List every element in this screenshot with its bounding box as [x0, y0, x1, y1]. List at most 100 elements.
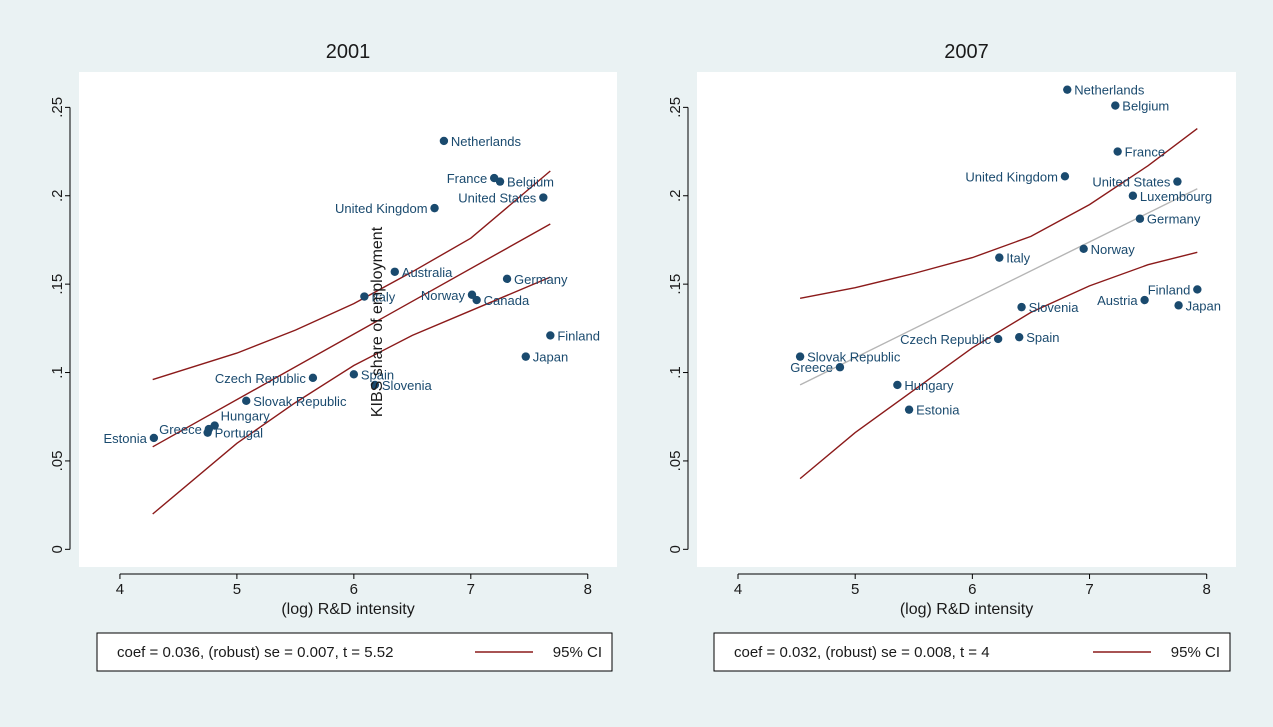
plot-area: [697, 72, 1236, 567]
x-tick-label: 6: [350, 581, 358, 598]
data-point: [1111, 101, 1120, 110]
x-tick-label: 7: [1085, 581, 1093, 598]
data-point: [390, 267, 399, 276]
data-point: [1140, 295, 1149, 305]
data-point: [349, 370, 359, 379]
legend-ci-label: 95% CI: [553, 644, 602, 661]
point-label: Japan: [533, 350, 568, 365]
point-label: Australia: [402, 265, 453, 280]
y-tick-label: .2: [667, 189, 684, 202]
y-tick-label: 0: [49, 545, 66, 553]
legend-ci-label: 95% CI: [1171, 644, 1220, 661]
data-point: [439, 136, 449, 146]
point-label: Spain: [1026, 330, 1059, 345]
legend-stat: coef = 0.036, (robust) se = 0.007, t = 5…: [117, 644, 393, 661]
ci-upper-line: [799, 128, 1198, 299]
point-label: Belgium: [1122, 99, 1169, 114]
point-label: Slovenia: [1029, 300, 1080, 315]
point-label: Canada: [484, 293, 530, 308]
point-label: United States: [458, 191, 537, 206]
data-point: [1015, 332, 1024, 342]
y-tick-label: .05: [667, 450, 684, 471]
data-point: [893, 380, 902, 390]
y-tick-label: 0: [667, 545, 684, 553]
point-label: Portugal: [215, 426, 264, 441]
data-point: [904, 405, 914, 414]
point-label: Finland: [1148, 282, 1191, 297]
plot-area: [79, 72, 617, 567]
fit-line: [799, 188, 1198, 386]
y-tick-label: .25: [49, 97, 66, 118]
data-point: [1128, 191, 1138, 200]
data-point: [360, 292, 369, 301]
point-label: Belgium: [507, 175, 554, 190]
x-tick-label: 5: [233, 581, 241, 598]
data-point: [1135, 214, 1145, 223]
data-point: [795, 352, 805, 361]
fit-line: [152, 223, 551, 448]
data-point: [1113, 147, 1122, 156]
data-point: [242, 396, 251, 406]
data-point: [1193, 285, 1202, 294]
y-tick-label: .05: [49, 450, 66, 471]
point-label: Japan: [1186, 298, 1221, 313]
data-point: [370, 380, 380, 390]
point-label: Finland: [557, 328, 600, 343]
point-label: Norway: [421, 288, 466, 303]
point-label: France: [447, 171, 487, 186]
point-label: United Kingdom: [335, 201, 428, 216]
point-label: Germany: [514, 272, 568, 287]
x-tick-label: 6: [968, 581, 976, 598]
panel-2007: 2007 0 .05 .1 .15 .2 .25 4 5 6 7 8 (log) R&D intensi…: [667, 41, 1236, 672]
data-point: [308, 373, 318, 383]
point-label: Italy: [1006, 251, 1030, 266]
data-point: [995, 253, 1004, 262]
point-label: United States: [1092, 175, 1171, 190]
x-axis-title: (log) R&D intensity: [281, 601, 414, 618]
point-label: Norway: [1091, 242, 1136, 257]
panel-title: 2001: [326, 41, 371, 63]
point-label: Estonia: [916, 403, 960, 418]
y-axis-title-overlay: KIBS share of employment: [369, 226, 386, 417]
point-label: Slovak Republic: [253, 394, 347, 409]
point-label: Germany: [1147, 212, 1201, 227]
point-label: Netherlands: [451, 134, 522, 149]
panel-2001: 2001 0 .05 .1 .15 .2 .25 4 5 6 7 8 (log) R&D intensi…: [49, 41, 617, 672]
point-label: Austria: [1097, 293, 1138, 308]
y-tick-label: .2: [49, 189, 66, 202]
data-point: [1060, 172, 1070, 181]
data-point: [546, 331, 555, 340]
point-label: Estonia: [103, 431, 147, 446]
panel-title: 2007: [944, 41, 989, 63]
y-tick-label: .15: [667, 274, 684, 295]
data-point: [472, 295, 481, 305]
point-label: Czech Republic: [215, 371, 307, 386]
point-label: Greece: [790, 360, 833, 375]
y-tick-label: .15: [49, 274, 66, 295]
point-label: Czech Republic: [900, 332, 992, 347]
point-label: Slovenia: [382, 378, 433, 393]
point-label: France: [1125, 145, 1165, 160]
legend-stat: coef = 0.032, (robust) se = 0.008, t = 4: [734, 644, 990, 661]
data-point: [430, 203, 439, 213]
point-label: Italy: [371, 290, 395, 305]
data-point: [539, 193, 548, 202]
y-tick-label: .1: [49, 366, 66, 379]
point-label: Spain: [361, 367, 394, 382]
point-label: Netherlands: [1074, 83, 1145, 98]
data-point: [1173, 177, 1182, 186]
x-tick-label: 4: [734, 581, 742, 598]
data-point: [495, 177, 505, 186]
ci-upper-line: [152, 170, 551, 381]
data-point: [1174, 301, 1183, 310]
data-point: [835, 363, 845, 372]
data-point: [993, 334, 1003, 344]
data-point: [149, 433, 159, 443]
x-tick-label: 8: [1203, 581, 1211, 598]
x-tick-label: 7: [467, 581, 475, 598]
y-tick-label: .1: [667, 366, 684, 379]
data-point: [1017, 302, 1026, 312]
ci-lower-line: [152, 276, 551, 515]
data-point: [1079, 244, 1088, 253]
